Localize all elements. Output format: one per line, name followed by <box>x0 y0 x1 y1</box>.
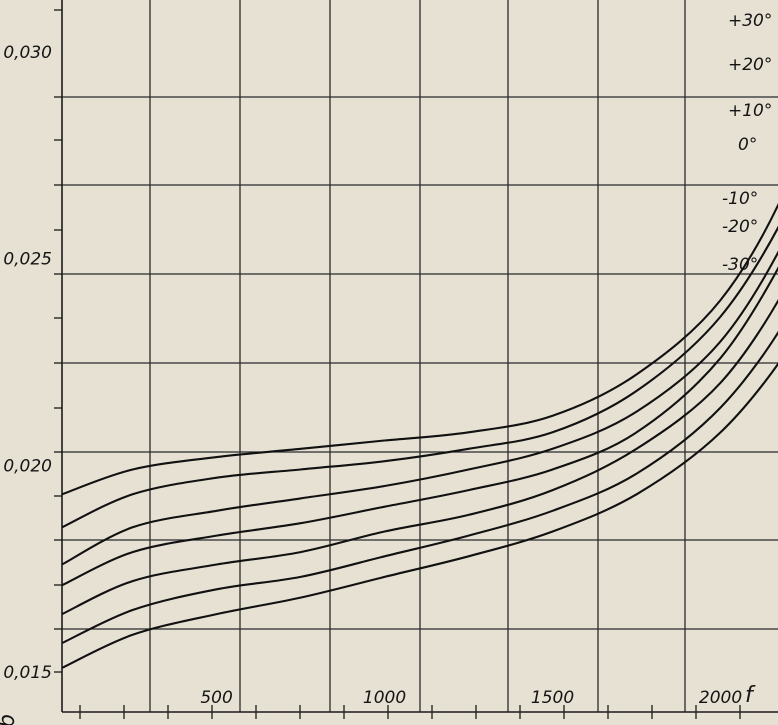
curve-+30 <box>61 202 778 496</box>
curve-labels: +30° +20° +10° 0° -10° -20° -30° <box>722 11 772 275</box>
curve--10 <box>61 298 778 616</box>
curves <box>61 202 778 669</box>
curve-label: +20° <box>728 55 772 75</box>
x-tick-label: 500 <box>200 688 232 708</box>
axes <box>61 0 778 713</box>
curve-label: -10° <box>722 189 758 209</box>
y-tick-label: 0,030 <box>3 43 52 63</box>
y-tick-marks <box>54 9 62 673</box>
curve-+10 <box>61 250 778 566</box>
curve-label: +10° <box>728 101 772 121</box>
x-axis-label: f <box>745 683 756 708</box>
curve-0 <box>61 266 778 587</box>
curve-label: -30° <box>722 255 758 275</box>
curve-+20 <box>61 225 778 529</box>
y-tick-label: 0,020 <box>3 456 52 476</box>
grid-lines <box>62 0 778 712</box>
x-tick-label: 2000 <box>699 688 742 708</box>
curve-label: +30° <box>728 11 772 31</box>
x-tick-label: 1000 <box>363 688 406 708</box>
x-tick-labels: 500 1000 1500 2000 <box>200 688 742 708</box>
curve--20 <box>61 330 778 645</box>
x-tick-label: 1500 <box>531 688 574 708</box>
curve-label: 0° <box>738 135 757 155</box>
y-tick-labels: 0,015 0,020 0,025 0,030 <box>3 43 52 683</box>
y-tick-label: 0,025 <box>3 250 52 270</box>
y-axis-label: b <box>0 714 20 725</box>
y-tick-label: 0,015 <box>3 663 52 683</box>
x-tick-marks <box>79 705 741 719</box>
curve-label: -20° <box>722 217 758 237</box>
curve--30 <box>61 362 778 669</box>
